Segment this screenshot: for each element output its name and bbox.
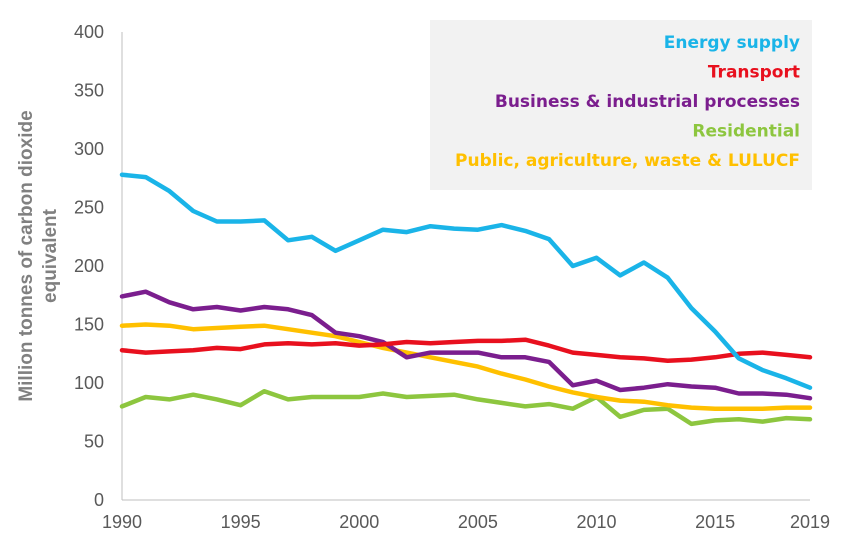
x-tick-label: 2010 [576,512,616,532]
legend-item: Business & industrial processes [495,92,800,112]
y-axis-title-line-2: equivalent [40,208,61,303]
series-line-energy-supply [119,172,813,390]
y-tick-label: 200 [74,256,104,276]
series-line-transport [119,337,813,364]
x-tick-label: 2019 [790,512,830,532]
x-tick-label: 1995 [221,512,261,532]
y-tick-label: 0 [94,490,104,510]
series-line-residential [119,388,813,427]
axes [121,32,810,501]
legend-item: Energy supply [664,33,800,53]
x-tick-labels: 1990 1995 2000 2005 2010 2015 2019 [102,512,830,532]
series-lines [119,172,813,427]
y-tick-label: 250 [74,198,104,218]
x-tick-label: 2005 [458,512,498,532]
legend: Energy supply Transport Business & industr… [430,20,812,190]
legend-item: Public, agriculture, waste & LULUCF [455,151,800,171]
y-tick-label: 350 [74,81,104,101]
legend-item: Transport [708,63,800,83]
legend-background [430,20,812,190]
x-tick-label: 1990 [102,512,142,532]
legend-item: Residential [692,122,800,142]
x-tick-label: 2015 [695,512,735,532]
y-tick-label: 400 [74,22,104,42]
x-tick-label: 2000 [339,512,379,532]
y-tick-label: 50 [84,432,104,452]
series-line-business-industrial-processes [119,289,813,401]
y-tick-label: 100 [74,373,104,393]
y-axis-title-line-1: Million tonnes of carbon dioxide [16,110,37,401]
y-tick-labels: 0 50 100 150 200 250 300 350 400 [74,22,104,510]
y-tick-label: 150 [74,315,104,335]
y-tick-label: 300 [74,139,104,159]
series-line-public-agriculture-waste-lulucf [119,322,813,411]
